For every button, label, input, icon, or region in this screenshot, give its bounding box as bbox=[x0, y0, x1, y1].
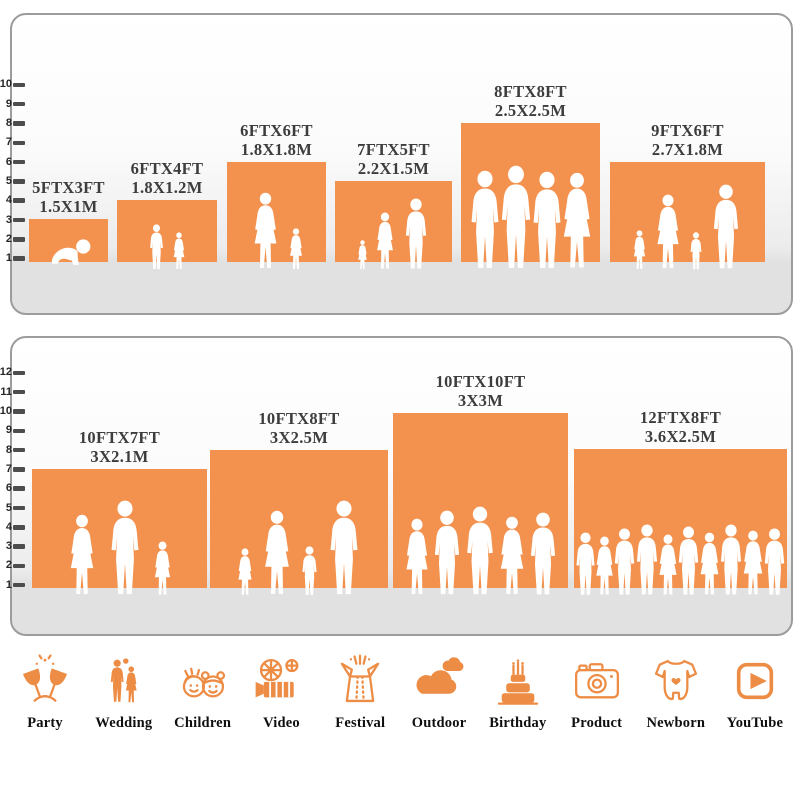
category-legend: Party Wedding bbox=[16, 652, 784, 732]
silhouette-man bbox=[708, 184, 744, 270]
birthday-icon bbox=[489, 652, 547, 710]
category-festival: Festival bbox=[331, 652, 389, 732]
ruler-tick: 6 bbox=[0, 152, 25, 171]
bar-6x6: 6FTX6FT 1.8X1.8M bbox=[227, 121, 326, 262]
product-icon bbox=[568, 652, 626, 710]
ruler-tick: 5 bbox=[0, 172, 25, 191]
silhouette-girl bbox=[171, 232, 187, 270]
ruler-tick: 9 bbox=[0, 421, 25, 440]
wedding-icon bbox=[95, 652, 153, 710]
bar-10x10: 10FTX10FT 3X3M bbox=[393, 372, 568, 588]
bar-7x5: 7FTX5FT 2.2X1.5M bbox=[335, 140, 452, 262]
ruler-tick: 7 bbox=[0, 133, 25, 152]
ruler-tick: 7 bbox=[0, 460, 25, 479]
bar-5x3: 5FTX3FT 1.5X1M bbox=[29, 178, 108, 262]
silhouette-toddler bbox=[356, 240, 369, 270]
ruler-tick: 4 bbox=[0, 518, 25, 537]
silhouette-girl bbox=[631, 230, 648, 270]
festival-icon bbox=[331, 652, 389, 710]
bar-6x4: 6FTX4FT 1.8X1.2M bbox=[117, 159, 217, 262]
category-newborn: Newborn bbox=[647, 652, 706, 732]
silhouette-mother bbox=[249, 192, 282, 270]
youtube-icon bbox=[726, 652, 784, 710]
panel-medium-backdrops: 12 11 10 9 8 7 6 5 4 3 2 1 10FTX7FT 3X2.1M 10FTX8FT 3… bbox=[0, 336, 793, 636]
ruler-tick: 4 bbox=[0, 191, 25, 210]
silhouette-woman bbox=[652, 194, 684, 270]
silhouette-man bbox=[525, 512, 561, 596]
bar-10x8: 10FTX8FT 3X2.5M bbox=[210, 409, 388, 588]
category-outdoor: Outdoor bbox=[410, 652, 468, 732]
silhouette-woman bbox=[495, 516, 529, 596]
party-icon bbox=[16, 652, 74, 710]
bar-label: 6FTX4FT 1.8X1.2M bbox=[130, 158, 204, 197]
bar-label: 10FTX8FT 3X2.5M bbox=[258, 408, 340, 447]
bar-9x6: 9FTX6FT 2.7X1.8M bbox=[610, 121, 765, 262]
ruler-tick: 5 bbox=[0, 498, 25, 517]
ruler-tick: 3 bbox=[0, 537, 25, 556]
video-icon bbox=[252, 652, 310, 710]
category-wedding: Wedding bbox=[95, 652, 153, 732]
silhouette-girl bbox=[235, 548, 255, 596]
ruler-tick: 1 bbox=[0, 576, 25, 595]
ruler-medium: 12 11 10 9 8 7 6 5 4 3 2 1 bbox=[0, 363, 25, 595]
ruler-tick: 8 bbox=[0, 114, 25, 133]
silhouette-man bbox=[401, 198, 431, 270]
children-icon bbox=[174, 652, 232, 710]
bar-label: 12FTX8FT 3.6X2.5M bbox=[639, 407, 722, 446]
category-product: Product bbox=[568, 652, 626, 732]
ruler-tick: 12 bbox=[0, 363, 25, 382]
category-birthday: Birthday bbox=[489, 652, 547, 732]
ruler-tick: 10 bbox=[0, 75, 25, 94]
ruler-tick: 11 bbox=[0, 383, 25, 402]
category-youtube: YouTube bbox=[726, 652, 784, 732]
silhouette-child bbox=[688, 232, 704, 270]
bar-label: 10FTX7FT 3X2.1M bbox=[78, 427, 161, 466]
bar-8x8: 8FTX8FT 2.5X2.5M bbox=[461, 82, 600, 262]
silhouette-man bbox=[461, 506, 499, 596]
silhouette-child bbox=[299, 546, 320, 596]
newborn-icon bbox=[647, 652, 705, 710]
outdoor-icon bbox=[410, 652, 468, 710]
silhouette-crawling-baby bbox=[45, 236, 93, 266]
category-children: Children bbox=[174, 652, 232, 732]
bar-label: 10FTX10FT 3X3M bbox=[435, 371, 526, 410]
bar-10x7: 10FTX7FT 3X2.1M bbox=[32, 428, 207, 588]
ruler-small: 10 9 8 7 6 5 4 3 2 1 bbox=[0, 75, 25, 268]
ruler-tick: 1 bbox=[0, 249, 25, 268]
silhouette-woman bbox=[557, 172, 597, 270]
silhouette-woman bbox=[65, 514, 99, 596]
silhouette-man bbox=[105, 500, 145, 596]
category-party: Party bbox=[16, 652, 74, 732]
silhouette-girl bbox=[151, 541, 174, 596]
ruler-tick: 6 bbox=[0, 479, 25, 498]
silhouette-man bbox=[760, 528, 789, 596]
ruler-tick: 2 bbox=[0, 230, 25, 249]
silhouette-boy bbox=[147, 224, 166, 270]
panel-small-backdrops: 10 9 8 7 6 5 4 3 2 1 5FTX3FT 1.5X1M 6FTX4FT 1.8X1.2… bbox=[0, 13, 793, 315]
category-video: Video bbox=[252, 652, 310, 732]
ruler-tick: 3 bbox=[0, 210, 25, 229]
silhouette-man bbox=[324, 500, 364, 596]
silhouette-woman bbox=[259, 510, 295, 596]
silhouette-woman bbox=[373, 212, 397, 270]
ruler-tick: 9 bbox=[0, 95, 25, 114]
bar-label: 5FTX3FT 1.5X1M bbox=[32, 177, 105, 216]
ruler-tick: 2 bbox=[0, 556, 25, 575]
bar-label: 7FTX5FT 2.2X1.5M bbox=[357, 139, 430, 178]
bar-label: 8FTX8FT 2.5X2.5M bbox=[494, 81, 567, 120]
silhouette-man bbox=[429, 510, 465, 596]
ruler-tick: 8 bbox=[0, 440, 25, 459]
silhouette-girl bbox=[287, 228, 305, 270]
ruler-tick: 10 bbox=[0, 402, 25, 421]
bar-12x8: 12FTX8FT 3.6X2.5M bbox=[574, 408, 787, 588]
bar-label: 9FTX6FT 2.7X1.8M bbox=[651, 120, 724, 159]
bar-label: 6FTX6FT 1.8X1.8M bbox=[240, 120, 313, 159]
